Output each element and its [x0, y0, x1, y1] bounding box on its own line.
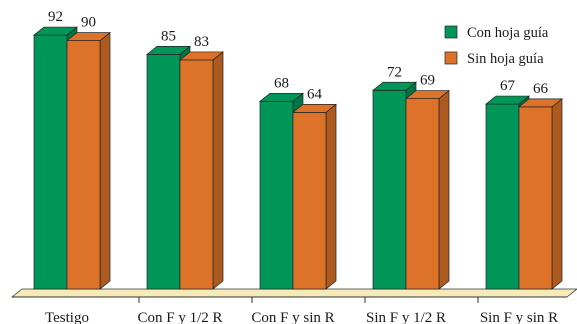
bar-front	[33, 34, 68, 290]
bar-front	[179, 59, 214, 290]
data-label: 90	[81, 15, 96, 31]
bar-top	[372, 81, 417, 91]
bar-front	[66, 40, 101, 290]
bar	[66, 31, 111, 290]
x-tick-label: Con F y sin R	[251, 310, 334, 324]
x-tick-label: Sin F y 1/2 R	[366, 310, 446, 324]
data-label: 83	[194, 34, 209, 50]
legend-label: Sin hoja guía	[467, 51, 544, 67]
chart-floor	[10, 288, 577, 298]
x-axis-ticks	[138, 297, 479, 303]
bar-front	[518, 106, 553, 290]
bar-top	[485, 95, 530, 105]
x-tick-label: Sin F y sin R	[480, 310, 558, 324]
data-label: 69	[420, 73, 435, 89]
bar-side	[325, 103, 337, 290]
legend: Con hoja guía Sin hoja guía	[444, 25, 549, 67]
bar-front	[405, 98, 440, 290]
x-tick-label: Testigo	[45, 310, 89, 324]
bar	[518, 98, 563, 290]
x-axis-tick-labels: Testigo Con F y 1/2 R Con F y sin R Sin F y…	[45, 310, 558, 324]
bar-front	[292, 112, 327, 290]
bar-front	[485, 103, 520, 290]
data-label: 64	[307, 86, 323, 102]
bar-series-group: 92 90 85 83 68 64 72 69 67 66	[33, 9, 563, 290]
bar-top	[146, 46, 191, 55]
floor-plane	[10, 288, 577, 298]
bar-front	[372, 89, 407, 290]
x-tick-label: Con F y 1/2 R	[137, 310, 222, 324]
bar-top	[405, 90, 450, 99]
legend-label: Con hoja guía	[467, 25, 549, 41]
legend-swatch	[444, 51, 458, 65]
bar-top	[518, 98, 563, 108]
bar-side	[551, 98, 563, 290]
bar-side	[99, 31, 111, 290]
bar-front	[146, 54, 181, 290]
bar-top	[33, 26, 78, 36]
bar-top	[179, 51, 224, 61]
bar-top	[259, 92, 304, 102]
bar-top	[66, 32, 111, 41]
bar	[292, 103, 337, 290]
data-label: 72	[387, 64, 402, 80]
data-label: 85	[161, 28, 176, 44]
data-label: 68	[274, 75, 289, 91]
bar	[179, 51, 224, 290]
bar-front	[259, 100, 294, 290]
data-label: 66	[533, 81, 549, 97]
bar-side	[438, 89, 450, 290]
bar-top	[292, 104, 337, 113]
data-label: 92	[48, 9, 63, 25]
bar	[405, 89, 450, 290]
bar-side	[212, 51, 224, 290]
legend-swatch	[444, 25, 458, 39]
data-label: 67	[500, 78, 516, 94]
